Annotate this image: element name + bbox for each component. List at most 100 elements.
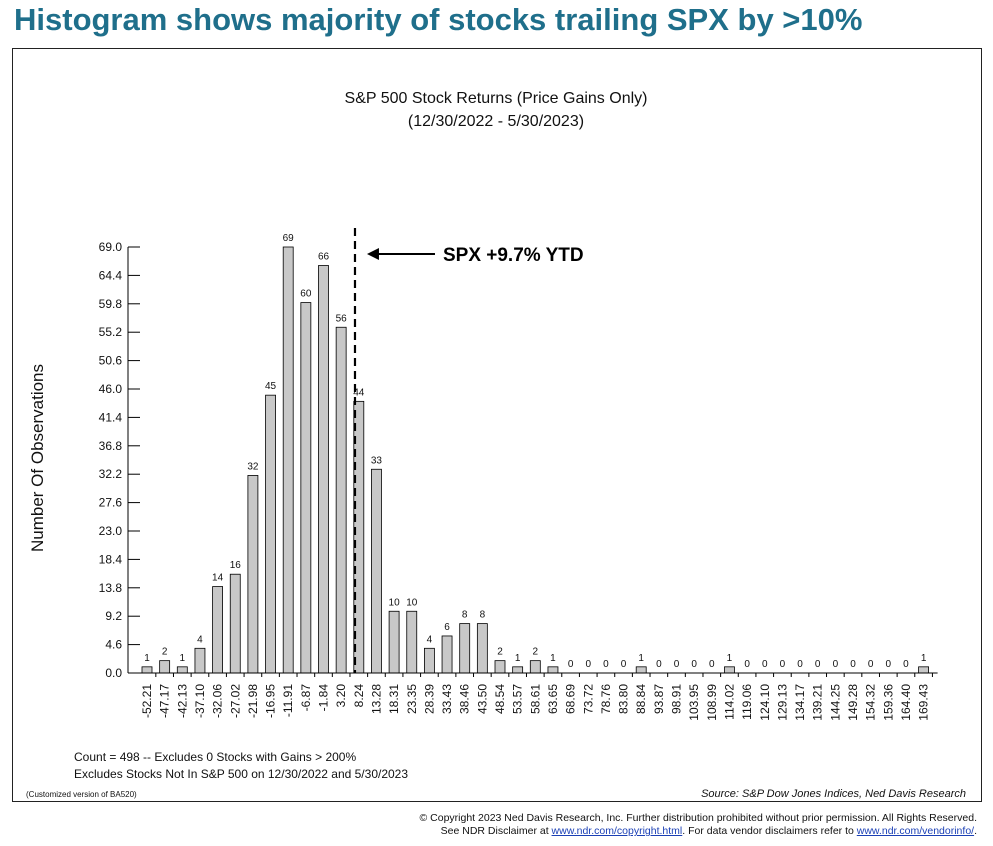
bar-value-label: 10 (406, 597, 418, 608)
x-tick-label: 159.36 (881, 684, 895, 721)
x-tick-label: 3.20 (334, 684, 348, 708)
bar-value-label: 0 (868, 659, 874, 670)
histogram-bar (300, 302, 312, 674)
histogram-bar (265, 394, 276, 674)
bar-value-label: 8 (462, 610, 468, 621)
bar-value-label: 0 (568, 659, 574, 670)
x-tick-label: 93.87 (652, 684, 666, 714)
histogram-bar (282, 246, 294, 674)
histogram-bar (512, 666, 524, 674)
y-tick-label: 59.8 (99, 297, 123, 311)
bar-value-label: 0 (744, 659, 750, 670)
y-tick-label: 0.0 (105, 666, 122, 680)
bar-value-label: 2 (162, 647, 168, 658)
vendorinfo-link[interactable]: www.ndr.com/vendorinfo/ (856, 825, 975, 837)
histogram-bar (371, 468, 382, 674)
x-tick-label: 103.95 (687, 684, 701, 721)
x-tick-label: -42.13 (175, 684, 189, 718)
bar-value-label: 8 (480, 610, 486, 621)
x-tick-label: 38.46 (458, 684, 472, 714)
bar-value-label: 0 (903, 659, 909, 670)
histogram-bar (406, 610, 418, 674)
bar-value-label: 16 (230, 560, 242, 571)
bar-value-label: 69 (283, 233, 295, 244)
footer-middle: . For data vendor disclaimers refer to (682, 825, 857, 837)
x-tick-label: 63.65 (546, 684, 560, 714)
x-tick-label: 28.39 (422, 684, 436, 714)
bar-value-label: 6 (444, 622, 450, 633)
chart-title: S&P 500 Stock Returns (Price Gains Only) (345, 90, 648, 107)
x-tick-label: -21.98 (246, 684, 260, 718)
footer-prefix: See NDR Disclaimer at (440, 825, 552, 837)
histogram-bar (441, 635, 453, 674)
bar-value-label: 33 (371, 455, 383, 466)
x-tick-label: 139.21 (811, 684, 825, 721)
x-tick-label: 154.32 (864, 684, 878, 721)
x-tick-label: 73.72 (581, 684, 595, 714)
bar-value-label: 0 (709, 659, 715, 670)
bar-value-label: 0 (762, 659, 768, 670)
bar-value-label: 32 (247, 461, 259, 472)
bar-value-label: 2 (497, 647, 503, 658)
bar-value-label: 0 (603, 659, 609, 670)
y-tick-label: 41.4 (99, 410, 123, 424)
x-tick-label: 68.69 (564, 684, 578, 714)
x-tick-label: 98.91 (670, 684, 684, 714)
y-tick-label: 46.0 (99, 382, 123, 396)
y-tick-label: 32.2 (99, 467, 123, 481)
bar-value-label: 0 (886, 659, 892, 670)
y-tick-label: 69.0 (99, 240, 123, 254)
bar-value-label: 0 (585, 659, 591, 670)
x-tick-label: 53.57 (511, 684, 525, 714)
x-tick-label: 8.24 (352, 684, 366, 708)
x-tick-label: 48.54 (493, 684, 507, 714)
bar-value-label: 0 (780, 659, 786, 670)
histogram-bar (229, 573, 241, 674)
bar-value-label: 14 (212, 573, 224, 584)
x-tick-label: -11.91 (281, 684, 295, 717)
bar-value-label: 4 (427, 634, 433, 645)
bar-value-label: 0 (674, 659, 680, 670)
x-tick-label: 149.28 (846, 684, 860, 721)
histogram-bar (176, 666, 188, 674)
x-tick-label: 129.13 (775, 684, 789, 721)
x-tick-label: 108.99 (705, 684, 719, 721)
chart-subtitle: (12/30/2022 - 5/30/2023) (408, 113, 584, 130)
histogram-bar (335, 326, 347, 674)
y-tick-label: 27.6 (99, 496, 123, 510)
footer-suffix: . (974, 825, 977, 837)
histogram-bar (159, 660, 171, 674)
histogram-bar (247, 475, 259, 674)
reference-line-group: SPX +9.7% YTD (353, 228, 584, 673)
page-headline: Histogram shows majority of stocks trail… (14, 2, 863, 37)
bar-value-label: 60 (300, 289, 312, 300)
bar-value-label: 45 (265, 381, 277, 392)
y-tick-label: 55.2 (99, 325, 123, 339)
x-tick-label: 124.10 (758, 684, 772, 721)
histogram-bar (547, 666, 559, 674)
bar-value-label: 0 (797, 659, 803, 670)
x-tick-label: -32.06 (211, 684, 225, 718)
y-tick-label: 4.6 (105, 638, 122, 652)
x-tick-label: 83.80 (617, 684, 631, 714)
histogram-bar (459, 623, 471, 674)
histogram-bar (423, 647, 435, 674)
x-tick-label: 18.31 (387, 684, 401, 714)
bar-value-label: 0 (656, 659, 662, 670)
histogram-bar (194, 647, 206, 674)
bar-value-label: 0 (621, 659, 627, 670)
histogram-bar (388, 610, 400, 674)
chart-frame (12, 48, 982, 802)
y-tick-label: 50.6 (99, 354, 123, 368)
copyright-link[interactable]: www.ndr.com/copyright.html (551, 825, 683, 837)
bar-value-label: 1 (515, 653, 521, 664)
bar-value-label: 2 (533, 647, 539, 658)
bar-value-label: 10 (389, 597, 401, 608)
x-tick-label: -47.17 (158, 684, 172, 718)
bar-value-label: 1 (727, 653, 733, 664)
x-tick-label: 78.76 (599, 684, 613, 714)
x-tick-label: 164.40 (899, 684, 913, 721)
histogram-bar (529, 660, 541, 674)
